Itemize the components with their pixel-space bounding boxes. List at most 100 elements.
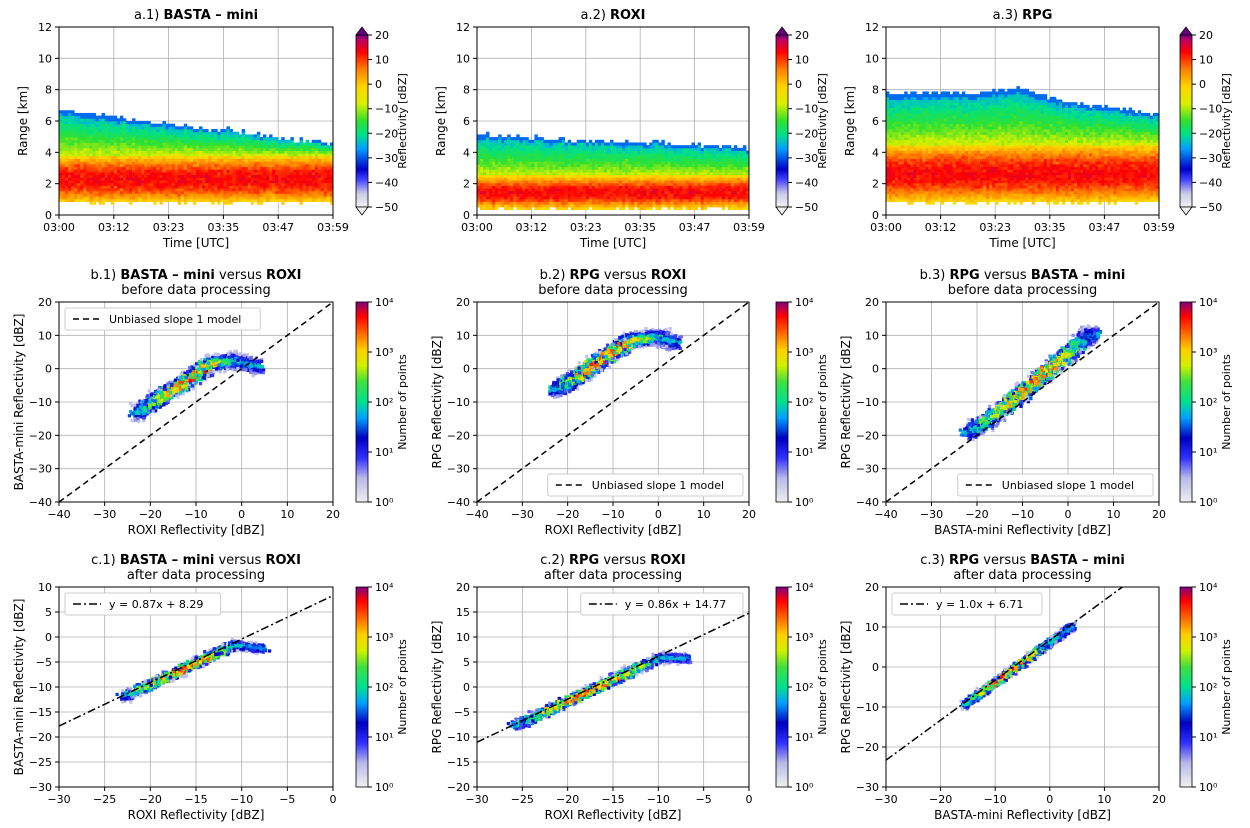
reflectivity-cell: [655, 150, 659, 154]
reflectivity-cell: [293, 185, 297, 189]
reflectivity-cell: [489, 188, 493, 192]
reflectivity-cell: [507, 158, 511, 162]
reflectivity-cell: [205, 129, 209, 133]
reflectivity-cell: [718, 182, 723, 186]
reflectivity-cell: [664, 196, 668, 200]
reflectivity-cell: [603, 166, 608, 170]
reflectivity-cell: [205, 145, 209, 149]
reflectivity-cell: [570, 161, 575, 165]
reflectivity-cell: [613, 180, 617, 184]
reflectivity-cell: [122, 177, 127, 181]
reflectivity-cell: [637, 174, 641, 178]
reflectivity-cell: [534, 196, 538, 200]
reflectivity-cell: [62, 188, 66, 192]
reflectivity-cell: [98, 177, 103, 181]
reflectivity-cell: [552, 204, 556, 208]
reflectivity-cell: [165, 145, 169, 149]
reflectivity-cell: [132, 123, 136, 127]
reflectivity-cell: [513, 169, 517, 173]
reflectivity-cell: [616, 193, 620, 197]
reflectivity-cell: [223, 174, 227, 178]
reflectivity-cell: [567, 193, 572, 197]
reflectivity-cell: [682, 204, 686, 208]
reflectivity-cell: [290, 161, 294, 165]
reflectivity-cell: [516, 180, 520, 184]
reflectivity-cell: [558, 158, 563, 162]
reflectivity-cell: [495, 161, 499, 165]
reflectivity-cell: [71, 196, 75, 200]
reflectivity-cell: [101, 190, 106, 194]
reflectivity-cell: [138, 177, 142, 181]
reflectivity-cell: [739, 169, 744, 173]
reflectivity-cell: [141, 196, 145, 200]
reflectivity-cell: [202, 188, 206, 192]
reflectivity-cell: [685, 155, 689, 159]
reflectivity-cell: [667, 174, 671, 178]
reflectivity-cell: [95, 190, 99, 194]
reflectivity-cell: [727, 206, 732, 211]
reflectivity-cell: [537, 174, 541, 178]
reflectivity-cell: [585, 147, 590, 151]
reflectivity-cell: [186, 137, 191, 141]
reflectivity-cell: [229, 182, 233, 186]
reflectivity-cell: [664, 190, 668, 194]
reflectivity-cell: [730, 166, 735, 170]
reflectivity-cell: [498, 201, 502, 205]
reflectivity-cell: [308, 161, 313, 165]
reflectivity-cell: [326, 147, 331, 151]
reflectivity-cell: [522, 174, 526, 178]
reflectivity-cell: [549, 150, 553, 154]
reflectivity-cell: [549, 190, 553, 194]
reflectivity-cell: [284, 142, 288, 146]
reflectivity-cell: [89, 196, 93, 200]
reflectivity-cell: [540, 145, 544, 149]
reflectivity-cell: [507, 172, 511, 176]
reflectivity-cell: [721, 147, 726, 151]
reflectivity-cell: [189, 163, 194, 168]
reflectivity-cell: [144, 134, 148, 138]
reflectivity-cell: [540, 142, 544, 146]
reflectivity-cell: [174, 180, 179, 184]
reflectivity-cell: [159, 153, 163, 157]
reflectivity-cell: [314, 139, 319, 143]
reflectivity-cell: [305, 185, 310, 189]
reflectivity-cell: [534, 198, 538, 202]
reflectivity-cell: [486, 158, 490, 162]
reflectivity-cell: [314, 169, 319, 173]
reflectivity-cell: [688, 147, 692, 151]
reflectivity-cell: [323, 182, 328, 186]
reflectivity-cell: [220, 129, 224, 133]
reflectivity-cell: [101, 115, 106, 119]
reflectivity-cell: [141, 129, 145, 133]
reflectivity-cell: [135, 180, 139, 184]
reflectivity-cell: [661, 196, 665, 200]
reflectivity-cell: [513, 163, 517, 168]
reflectivity-cell: [567, 145, 572, 149]
reflectivity-cell: [483, 182, 487, 186]
panel-label: a.2): [580, 8, 610, 23]
reflectivity-cell: [564, 201, 569, 205]
reflectivity-cell: [110, 142, 115, 146]
reflectivity-cell: [287, 188, 291, 192]
reflectivity-cell: [616, 177, 620, 181]
reflectivity-cell: [65, 188, 69, 192]
reflectivity-cell: [308, 174, 313, 178]
reflectivity-cell: [153, 169, 157, 173]
reflectivity-cell: [205, 142, 209, 146]
reflectivity-cell: [259, 158, 264, 162]
reflectivity-cell: [247, 158, 252, 162]
reflectivity-cell: [293, 180, 297, 184]
reflectivity-cell: [634, 169, 638, 173]
reflectivity-cell: [483, 188, 487, 192]
reflectivity-cell: [664, 163, 668, 168]
reflectivity-cell: [326, 155, 331, 159]
reflectivity-cell: [628, 155, 632, 159]
reflectivity-cell: [742, 150, 747, 154]
reflectivity-cell: [579, 201, 584, 205]
reflectivity-cell: [287, 174, 291, 178]
reflectivity-cell: [238, 145, 243, 149]
reflectivity-cell: [679, 188, 683, 192]
reflectivity-cell: [655, 161, 659, 165]
reflectivity-cell: [733, 185, 738, 189]
reflectivity-cell: [186, 150, 191, 154]
